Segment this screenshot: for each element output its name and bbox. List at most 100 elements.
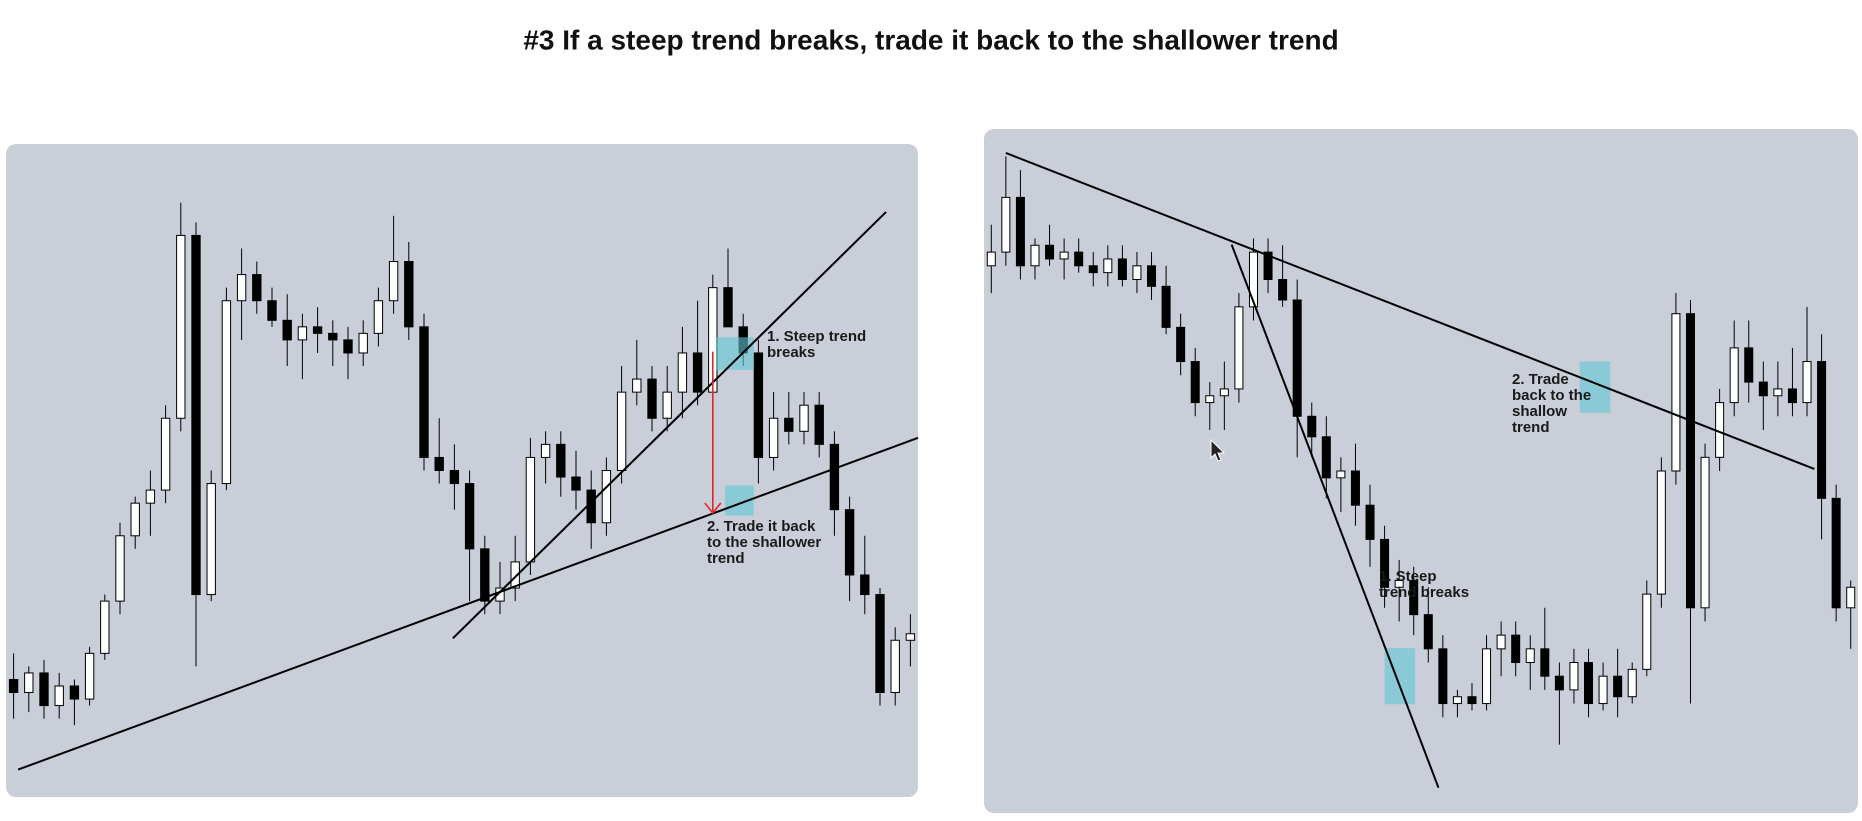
- candle-body: [206, 483, 216, 596]
- candle-body: [1205, 395, 1215, 404]
- candle-body: [632, 378, 642, 393]
- candle-body: [221, 300, 232, 485]
- candle-body: [1321, 436, 1331, 479]
- trend-line: [452, 211, 887, 640]
- candle-body: [1802, 361, 1812, 404]
- chart-panel: [984, 129, 1858, 813]
- candle-body: [1117, 258, 1127, 280]
- candle-body: [1423, 614, 1433, 650]
- candle-body: [1074, 251, 1084, 267]
- annotation-text: breaks: [767, 344, 815, 361]
- candle-body: [1569, 662, 1579, 691]
- annotation-text: 1. Steep trend: [767, 328, 866, 345]
- candle-body: [145, 489, 156, 504]
- candle-body: [495, 587, 505, 602]
- candle-body: [1584, 662, 1594, 705]
- candle-body: [1467, 696, 1477, 705]
- candle-body: [449, 470, 460, 485]
- candle-body: [1438, 648, 1448, 705]
- candle-body: [1846, 586, 1856, 609]
- candle-body: [236, 274, 247, 302]
- trend-line: [1230, 244, 1440, 789]
- candle-body: [54, 685, 64, 707]
- candle-body: [252, 274, 262, 302]
- candle-body: [191, 234, 201, 596]
- candle-body: [662, 391, 672, 419]
- candle-body: [1496, 634, 1506, 650]
- candle-body: [571, 476, 581, 491]
- candle-body: [1263, 251, 1273, 280]
- candle-body: [1380, 538, 1390, 588]
- candle-body: [1176, 326, 1186, 363]
- candle-body: [647, 378, 657, 419]
- annotation-text: to the shallower: [707, 534, 821, 551]
- annotation-text: back to the: [1512, 387, 1591, 404]
- candle-body: [723, 287, 733, 328]
- candle-body: [1525, 648, 1535, 664]
- candle-body: [1350, 470, 1360, 506]
- candle-body: [1147, 265, 1157, 287]
- candle-body: [692, 352, 703, 393]
- candle-body: [1627, 668, 1637, 698]
- annotation-text: 2. Trade: [1512, 371, 1569, 388]
- mouse-cursor: [1210, 438, 1226, 462]
- candle-body: [905, 633, 916, 641]
- candle-body: [1642, 593, 1652, 670]
- candle-body: [768, 417, 779, 458]
- candle-body: [1045, 244, 1055, 260]
- candle-body: [480, 548, 490, 602]
- candle-body: [1787, 388, 1797, 404]
- candle-body: [373, 300, 384, 334]
- candle-body: [1190, 361, 1200, 404]
- candle-body: [1452, 696, 1462, 705]
- candle-body: [39, 672, 49, 707]
- candle-body: [1307, 415, 1317, 438]
- candle-body: [1598, 675, 1608, 705]
- candle-body: [176, 234, 186, 419]
- candle-body: [1088, 265, 1098, 274]
- candle-body: [1015, 196, 1025, 267]
- candle-body: [100, 600, 110, 654]
- candle-body: [1758, 381, 1768, 397]
- candle-body: [328, 332, 338, 341]
- candle-body: [1409, 579, 1419, 616]
- candle-body: [753, 352, 764, 458]
- candle-body: [1219, 388, 1229, 397]
- candle-body: [986, 251, 996, 267]
- candle-body: [1248, 251, 1258, 308]
- annotation-text: trend: [707, 550, 745, 567]
- candle-body: [829, 443, 840, 511]
- candle-body: [312, 326, 323, 334]
- trend-line: [17, 436, 919, 771]
- trend-line: [1005, 152, 1815, 470]
- candle-body: [525, 456, 536, 563]
- candle-body: [844, 509, 855, 576]
- candle-body: [556, 443, 566, 478]
- candle-body: [814, 404, 824, 445]
- candle-body: [799, 404, 809, 432]
- candle-body: [1540, 648, 1550, 677]
- candle-body: [1656, 470, 1666, 595]
- candle-body: [1161, 285, 1171, 328]
- candle-body: [677, 352, 688, 393]
- candle-body: [784, 417, 794, 432]
- candle-body: [1103, 258, 1113, 274]
- candle-body: [1685, 313, 1695, 609]
- chart-panel: [6, 144, 918, 797]
- candle-body: [1700, 456, 1710, 609]
- candle-body: [419, 326, 429, 458]
- candle-body: [1234, 306, 1244, 390]
- candle-body: [24, 672, 34, 694]
- candle-body: [343, 339, 353, 354]
- annotation-text: trend breaks: [1379, 584, 1469, 601]
- candle-body: [160, 417, 171, 491]
- candle-body: [130, 502, 140, 537]
- candle-body: [1482, 648, 1492, 705]
- candle-body: [1817, 361, 1827, 499]
- candle-body: [267, 300, 277, 321]
- candle-body: [69, 685, 80, 700]
- candle-body: [1132, 265, 1142, 280]
- page-title: #3 If a steep trend breaks, trade it bac…: [523, 24, 1338, 55]
- candle-body: [860, 574, 870, 596]
